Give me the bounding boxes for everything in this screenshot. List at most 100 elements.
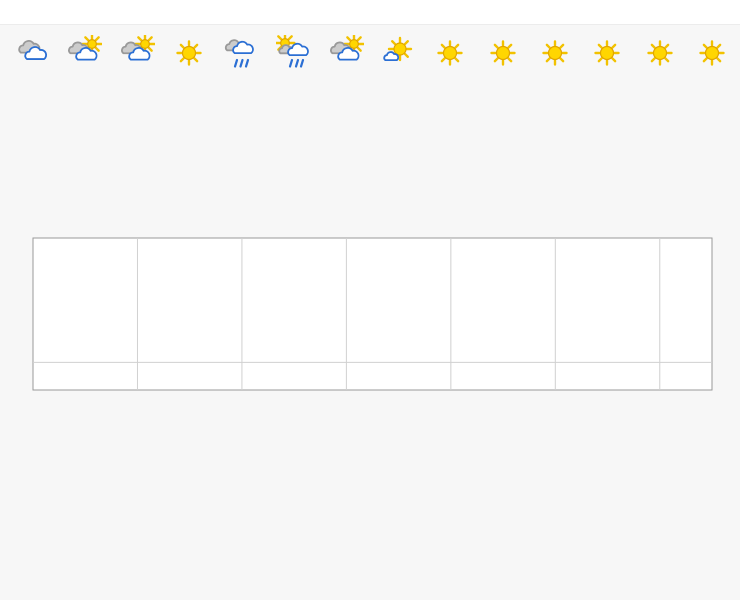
- partly-cloudy-icon: [328, 35, 364, 71]
- sun-ray: [506, 43, 513, 49]
- sun-ray: [715, 57, 722, 63]
- rain-drop: [245, 58, 250, 68]
- partly-cloudy-icon: [119, 35, 155, 71]
- mostly-sunny-icon: [380, 35, 416, 71]
- sun-ray: [559, 43, 565, 49]
- cloudy-icon: [14, 35, 50, 71]
- forecast-day-column: [372, 30, 424, 175]
- sun-ray: [287, 35, 293, 41]
- sun-ray: [136, 36, 143, 42]
- forecast-day-column: [581, 30, 633, 175]
- forecast-day-column: [267, 30, 319, 175]
- sun-disc: [443, 45, 458, 61]
- sun-ray: [84, 36, 90, 42]
- sun-ray: [506, 57, 513, 63]
- sun-ray: [454, 43, 460, 49]
- sun-disc: [87, 38, 98, 50]
- forecast-strip: [6, 30, 738, 175]
- sun-ray: [597, 57, 604, 63]
- forecast-day-column: [111, 30, 163, 175]
- sun-ray: [611, 43, 617, 49]
- sun-disc: [348, 38, 359, 50]
- sun-ray: [493, 57, 499, 63]
- sunny-icon: [589, 35, 625, 71]
- forecast-day-column: [477, 30, 529, 175]
- sun-ray: [356, 36, 362, 42]
- precipitation-chart: [0, 400, 740, 600]
- rain-drop: [239, 58, 244, 68]
- cloud-shape: [24, 46, 48, 60]
- rain-drop: [294, 58, 299, 68]
- rain-drop: [234, 58, 239, 68]
- cloud-shape: [75, 47, 98, 61]
- sun-ray: [597, 43, 604, 49]
- sunny-icon: [537, 35, 573, 71]
- sun-ray: [95, 46, 101, 52]
- sunny-icon: [485, 35, 521, 71]
- sun-ray: [559, 57, 565, 63]
- temperature-chart: [32, 237, 713, 391]
- sun-ray: [441, 57, 447, 63]
- sun-ray: [454, 57, 460, 63]
- sun-disc: [181, 45, 197, 61]
- forecast-day-column: [163, 30, 215, 175]
- partly-cloudy-icon: [66, 35, 103, 71]
- sun-ray: [545, 43, 551, 49]
- rain-drop: [299, 58, 304, 68]
- cloud-shape: [383, 51, 400, 62]
- forecast-day-column: [633, 30, 685, 175]
- sun-ray: [147, 46, 153, 52]
- sun-ray: [702, 57, 708, 63]
- sun-disc: [600, 45, 615, 61]
- sun-disc: [393, 42, 407, 56]
- sun-ray: [179, 57, 185, 63]
- sun-ray: [403, 40, 410, 46]
- sun-ray: [650, 43, 656, 49]
- sun-disc: [704, 45, 719, 61]
- sun-ray: [179, 43, 185, 49]
- temp-plot-area: [32, 237, 713, 391]
- sun-ray: [147, 36, 153, 42]
- cloud-shape: [128, 47, 151, 61]
- sunny-icon: [432, 35, 468, 71]
- forecast-day-column: [215, 30, 267, 175]
- sunny-icon: [171, 35, 207, 71]
- sun-disc: [547, 45, 563, 61]
- sun-disc: [652, 45, 667, 61]
- sun-ray: [702, 43, 708, 49]
- forecast-day-column: [424, 30, 476, 175]
- sunny-icon: [694, 35, 730, 71]
- cloud-shape: [337, 47, 360, 61]
- sun-disc: [495, 45, 510, 61]
- sun-ray: [356, 46, 362, 52]
- sun-ray: [345, 36, 352, 42]
- sunny-icon: [642, 35, 678, 71]
- forecast-day-column: [6, 30, 58, 175]
- sun-ray: [663, 43, 669, 49]
- sun-ray: [663, 57, 669, 63]
- forecast-day-column: [320, 30, 372, 175]
- sun-ray: [493, 43, 499, 49]
- sun-rain-icon: [275, 35, 312, 71]
- rain-drop: [288, 58, 293, 68]
- sun-ray: [611, 57, 617, 63]
- cloud-shape: [232, 40, 255, 55]
- page-header: [0, 0, 740, 25]
- forecast-day-column: [686, 30, 738, 175]
- cloud-shape: [286, 42, 309, 57]
- sun-ray: [276, 35, 282, 41]
- sun-ray: [391, 40, 397, 46]
- sun-ray: [403, 52, 410, 58]
- sun-ray: [650, 57, 656, 63]
- sun-disc: [139, 38, 150, 50]
- sun-ray: [545, 57, 551, 63]
- rain-icon: [223, 35, 259, 71]
- sun-ray: [441, 43, 447, 49]
- sun-ray: [193, 43, 199, 49]
- sun-ray: [95, 36, 101, 42]
- forecast-day-column: [529, 30, 581, 175]
- sun-ray: [193, 57, 199, 63]
- forecast-day-column: [58, 30, 110, 175]
- sun-ray: [715, 43, 722, 49]
